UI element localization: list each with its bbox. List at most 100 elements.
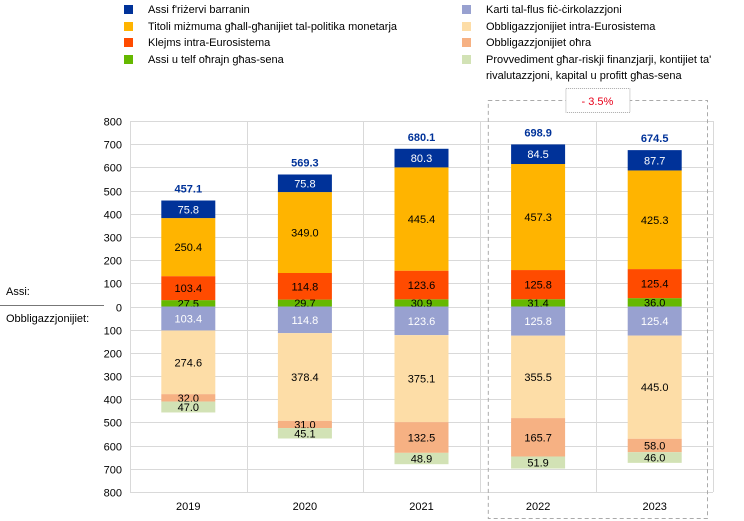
bar-segment-label: 84.5 [527,149,548,161]
bar-total-label: 569.3 [291,157,319,169]
bar-segment-asset [627,298,682,307]
bar-segment-label: 125.4 [641,279,669,291]
bar-segment-label: 457.3 [524,212,552,224]
bar-segment-label: 103.4 [175,313,203,325]
bar-segment-liability [394,306,449,336]
y-tick-label: 200 [104,256,122,268]
y-tick-label: 200 [104,349,122,361]
y-tick-label: 400 [104,395,122,407]
legend-swatch [124,38,133,47]
bar-segment-asset [277,174,332,193]
legend-label: Obbligazzjonijiet oħra [486,37,592,49]
bar-segment-label: 80.3 [411,153,432,165]
bar-segment-liability [511,418,566,457]
bar-segment-label: 87.7 [644,155,665,167]
legend-swatch [462,21,471,31]
bar-segment-label: 36.0 [644,297,665,309]
bar-segment-label: 125.8 [524,280,552,292]
legend-item: Obbligazzjonijiet oħra [462,35,741,52]
legend-swatch [124,54,133,64]
bar-segment-liability [627,438,682,453]
bar-segment-liability [511,306,566,336]
legend-label: Klejms intra-Eurosistema [148,37,271,49]
bar-segment-asset [511,299,566,307]
bar-segment-liability [394,452,449,465]
legend-swatch [462,54,471,64]
bar-segment-asset [161,218,216,277]
bar-segment-asset [277,192,332,273]
annotation-label: - 3.5% [582,96,614,108]
bar-segment-label: 123.6 [408,316,436,328]
bar-segment-label: 274.6 [175,357,203,369]
bar-segment-label: 51.9 [527,458,548,470]
bar-segment-label: 46.0 [644,453,665,465]
bar-total-label: 698.9 [524,127,552,139]
x-tick-label: 2023 [642,501,666,513]
bar-segment-liability [511,335,566,419]
bar-segment-asset [511,270,566,300]
legend-label: Assi u telf oħrajn għas-sena [148,53,284,66]
y-tick-label: 400 [104,210,122,222]
bar-segment-label: 58.0 [644,440,665,452]
bar-segment-label: 165.7 [524,432,552,444]
legend-swatch [462,5,471,14]
bar-segment-label: 114.8 [292,315,319,327]
bar-segment-label: 125.4 [641,316,669,328]
bar-segment-label: 349.0 [291,228,319,240]
legend-item: Obbligazzjonijiet intra-Eurosistema [462,19,741,36]
bar-segment-label: 123.6 [408,280,436,292]
bar-segment-label: 75.8 [178,204,199,216]
y-tick-label: 100 [104,326,122,338]
legend-swatch [462,38,471,47]
legend-label: Karti tal-flus fiċ-ċirkolazzjoni [486,4,622,16]
bar-segment-asset [511,144,566,165]
y-tick-label: 800 [104,117,122,129]
bar-segment-liability [277,420,332,429]
y-tick-label: 500 [104,418,122,430]
bar-segment-asset [277,272,332,300]
y-tick-label: 0 [116,303,122,315]
bar-segment-asset [161,276,216,301]
bar-segment-asset [394,167,449,271]
legend-right: Karti tal-flus fiċ-ċirkolazzjoni Obbliga… [462,2,741,85]
side-divider [0,305,104,306]
y-tick-label: 800 [104,488,122,500]
bar-segment-label: 250.4 [175,242,203,254]
bar-segment-liability [277,428,332,439]
bar-segment-liability [511,456,566,469]
bar-segment-label: 425.3 [641,215,669,227]
bar-segment-asset [277,299,332,307]
bar-segment-liability [627,306,682,336]
y-tick-label: 300 [104,372,122,384]
legend-label: Titoli miżmuma għall-għanijiet tal-polit… [148,20,398,33]
y-tick-label: 500 [104,187,122,199]
legend-left: Assi f'riżervi barranin Titoli miżmuma g… [124,2,397,68]
bar-total-label: 680.1 [408,132,436,144]
bar-segment-asset [394,148,449,168]
bar-segment-label: 375.1 [408,374,436,386]
y-tick-label: 100 [104,279,122,291]
bar-segment-asset [394,299,449,307]
bar-segment-label: 132.5 [408,432,436,444]
bar-segment-liability [394,422,449,453]
bar-segment-asset [161,200,216,219]
assets-side-label: Assi: [6,286,30,298]
legend-swatch [124,5,133,14]
x-tick-label: 2022 [526,501,550,513]
bar-total-label: 457.1 [175,184,203,196]
x-tick-label: 2019 [176,501,200,513]
bar-segment-label: 75.8 [294,178,315,190]
bar-segment-label: 114.8 [292,281,319,293]
bar-segment-liability [277,333,332,421]
bar-segment-label: 45.1 [294,428,315,440]
bar-segment-asset [627,150,682,171]
bar-segment-label: 47.0 [178,402,199,414]
bar-segment-liability [277,306,332,334]
legend-swatch [124,21,133,31]
legend-item: Titoli miżmuma għall-għanijiet tal-polit… [124,19,397,36]
legend-label: Assi f'riżervi barranin [148,4,250,16]
x-tick-label: 2021 [409,501,433,513]
bar-segment-label: 445.4 [408,214,436,226]
bar-segment-liability [161,306,216,331]
